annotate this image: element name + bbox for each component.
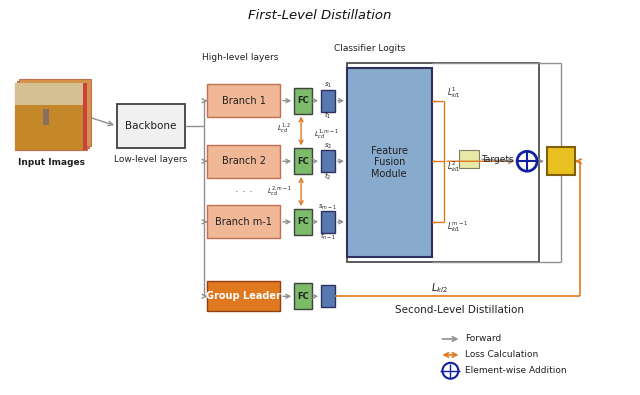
Bar — [294, 209, 312, 235]
Bar — [321, 285, 335, 307]
Bar — [15, 105, 87, 150]
Text: Backbone: Backbone — [125, 121, 177, 131]
Text: Targets: Targets — [481, 155, 513, 164]
Text: · · ·: · · · — [235, 186, 253, 197]
Bar — [17, 81, 89, 149]
Bar — [207, 281, 280, 311]
Bar — [207, 205, 280, 238]
Bar — [321, 90, 335, 112]
Text: $L_{kl1}^{m-1}$: $L_{kl1}^{m-1}$ — [447, 219, 469, 234]
Text: $s_{m-1}$: $s_{m-1}$ — [319, 202, 337, 212]
Bar — [207, 145, 280, 178]
Text: $L_{cd}^{2,m-1}$: $L_{cd}^{2,m-1}$ — [267, 185, 292, 198]
Text: Second-Level Distillation: Second-Level Distillation — [395, 305, 524, 315]
Text: Low-level layers: Low-level layers — [114, 155, 188, 164]
Text: Forward: Forward — [465, 335, 502, 344]
Bar — [294, 283, 312, 309]
Bar — [19, 79, 91, 147]
Text: $t_{n-1}$: $t_{n-1}$ — [320, 231, 336, 242]
Text: FC: FC — [297, 96, 309, 105]
Text: $t_2$: $t_2$ — [324, 171, 332, 182]
Bar — [321, 211, 335, 233]
Bar — [15, 83, 87, 105]
Bar — [207, 84, 280, 117]
Text: $L_{kl2}$: $L_{kl2}$ — [431, 282, 448, 295]
Text: Feature
Fusion
Module: Feature Fusion Module — [371, 146, 408, 179]
Text: FC: FC — [297, 157, 309, 166]
Bar — [44, 109, 49, 124]
Text: $L_{cd}^{1,2}$: $L_{cd}^{1,2}$ — [278, 121, 292, 135]
Bar — [117, 103, 184, 149]
Bar — [321, 150, 335, 172]
Text: Input Images: Input Images — [18, 158, 84, 167]
Text: Branch 2: Branch 2 — [222, 156, 266, 166]
Bar — [547, 147, 575, 175]
Text: First-Level Distillation: First-Level Distillation — [248, 9, 392, 22]
Circle shape — [517, 151, 537, 171]
Text: $L_{kl1}^1$: $L_{kl1}^1$ — [447, 85, 461, 100]
Text: Element-wise Addition: Element-wise Addition — [465, 366, 567, 375]
Text: Loss Calculation: Loss Calculation — [465, 350, 539, 359]
Text: Branch m-1: Branch m-1 — [216, 217, 272, 227]
Text: High-level layers: High-level layers — [202, 53, 278, 62]
Text: $t_1$: $t_1$ — [324, 110, 332, 121]
Circle shape — [442, 363, 458, 379]
Text: $L_{kl1}^2$: $L_{kl1}^2$ — [447, 159, 461, 174]
Bar — [15, 83, 87, 150]
Text: Branch 1: Branch 1 — [222, 96, 266, 106]
Bar — [294, 149, 312, 174]
Bar — [294, 88, 312, 114]
Text: $L_{cd}^{1,m-1}$: $L_{cd}^{1,m-1}$ — [314, 127, 339, 141]
Bar — [347, 68, 431, 257]
Text: Group Leader: Group Leader — [206, 291, 281, 301]
Text: Classifier Logits: Classifier Logits — [334, 43, 406, 53]
Bar — [460, 150, 479, 168]
Text: $s_1$: $s_1$ — [324, 81, 332, 90]
Text: FC: FC — [297, 217, 309, 226]
Bar — [83, 83, 87, 150]
Text: $s_2$: $s_2$ — [324, 142, 332, 151]
Bar — [15, 83, 87, 150]
Bar — [347, 63, 539, 261]
Text: FC: FC — [297, 292, 309, 301]
